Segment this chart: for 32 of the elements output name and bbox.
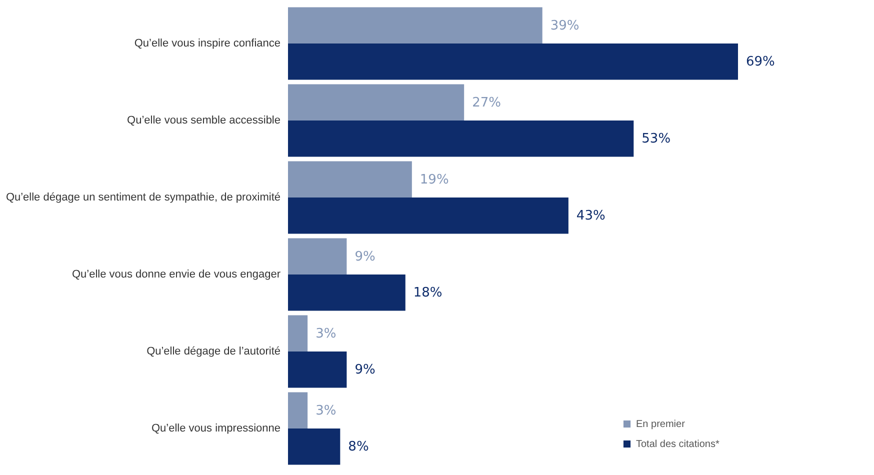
bar (288, 198, 568, 234)
bar (288, 84, 464, 120)
y-tick-label: Qu’elle dégage un sentiment de sympathie, de proximité (6, 192, 280, 204)
data-label: 43% (576, 208, 606, 224)
data-label: 3% (316, 403, 336, 418)
legend-label: Total des citations* (636, 439, 720, 450)
data-label: 9% (354, 249, 376, 264)
bar (288, 238, 347, 274)
bar (288, 161, 412, 198)
data-label: 3% (316, 326, 336, 342)
data-label: 39% (550, 18, 580, 34)
bar (288, 352, 347, 388)
data-label: 27% (472, 95, 501, 110)
bar (288, 428, 340, 465)
bar (288, 315, 308, 352)
data-label: 8% (348, 440, 369, 455)
y-tick-label: Qu’elle dégage de l’autorité (146, 346, 280, 358)
y-tick-label: Qu’elle vous impressionne (151, 422, 280, 434)
bar (288, 120, 634, 157)
bar (288, 44, 738, 80)
bar (288, 392, 308, 428)
data-label: 69% (746, 54, 775, 70)
data-label: 9% (354, 362, 376, 378)
legend-label: En premier (636, 419, 686, 430)
data-label: 53% (642, 132, 671, 147)
y-tick-label: Qu’elle vous donne envie de vous engager (72, 268, 281, 280)
data-label: 19% (420, 172, 449, 188)
y-tick-label: Qu’elle vous semble accessible (127, 114, 280, 126)
bar (288, 274, 406, 311)
data-label: 18% (413, 286, 442, 301)
y-tick-label: Qu’elle vous inspire confiance (134, 38, 280, 50)
bar (288, 7, 542, 44)
